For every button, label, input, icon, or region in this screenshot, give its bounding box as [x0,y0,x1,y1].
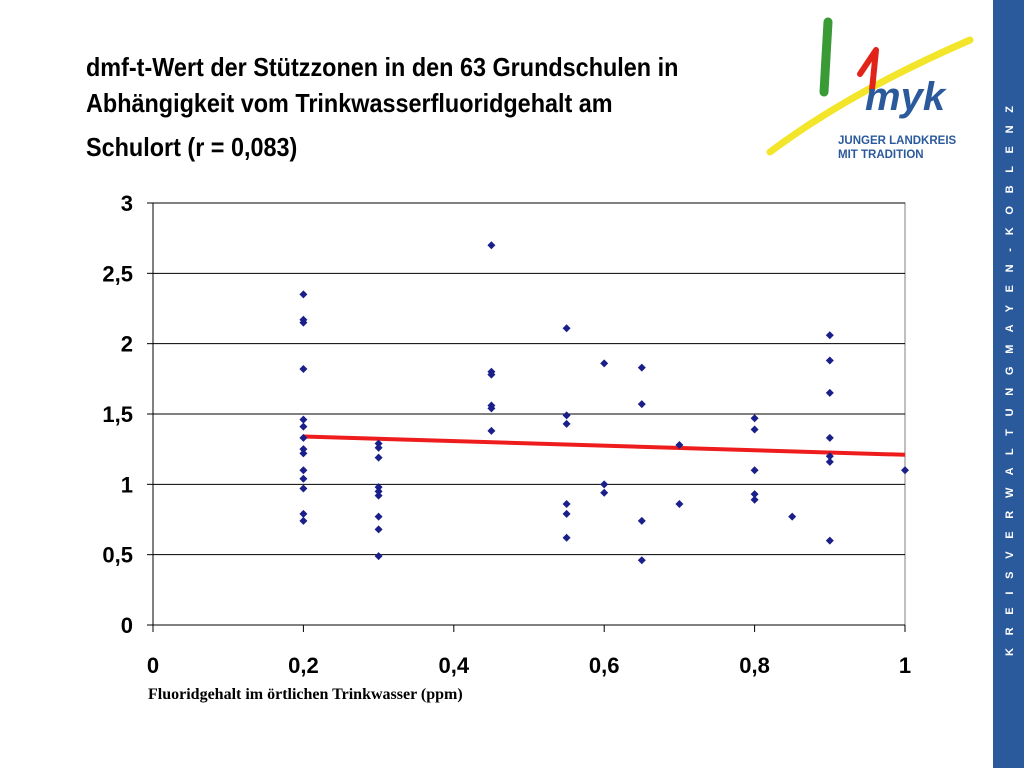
logo-mark: myk [865,75,947,119]
data-point [299,484,308,493]
data-point [600,480,609,489]
title-line-3: Schulort (r = 0,083) [86,132,298,162]
y-tick-label: 2,5 [102,261,133,286]
logo-slogan-1: JUNGER LANDKREIS [838,135,957,147]
x-tick-label: 1 [899,653,911,678]
data-point [637,556,646,565]
data-point [299,364,308,373]
data-point [374,525,383,534]
data-point [562,324,571,333]
data-point [675,500,684,509]
data-point [562,533,571,542]
data-point [299,318,308,327]
grid-lines [153,202,905,556]
data-point [637,516,646,525]
data-point [562,419,571,428]
data-point [825,452,834,461]
logo-slogan-2: MIT TRADITION [838,149,924,161]
data-point [374,552,383,561]
data-point [299,509,308,518]
data-point [299,415,308,424]
data-point [487,404,496,413]
data-point [825,388,834,397]
data-point [562,500,571,509]
y-tick-label: 0 [121,613,133,638]
x-tick-label: 0,6 [589,653,620,678]
myk-logo: myk JUNGER LANDKREIS MIT TRADITION [766,17,974,161]
data-point [750,490,759,499]
data-point [487,370,496,379]
data-point [675,440,684,449]
y-tick-label: 0,5 [102,543,133,568]
data-point [600,359,609,368]
data-point [487,241,496,250]
data-point [299,474,308,483]
data-point [299,466,308,475]
data-point [788,512,797,521]
data-point [299,290,308,299]
data-point [374,443,383,452]
data-point [374,491,383,500]
data-point [825,457,834,466]
data-point [750,414,759,423]
x-axis-label: Fluoridgehalt im örtlichen Trinkwasser (… [148,686,463,703]
data-point [750,495,759,504]
title-line-2: Abhängigkeit vom Trinkwasserfluoridgehal… [86,88,613,118]
data-point [374,483,383,492]
data-point [825,536,834,545]
data-point [637,363,646,372]
data-point [299,422,308,431]
data-points [299,241,909,565]
y-tick-label: 3 [121,191,133,216]
data-point [901,466,909,475]
x-tick-label: 0,2 [288,653,319,678]
data-point [750,466,759,475]
y-tick-label: 1,5 [102,402,133,427]
title-line-1: dmf-t-Wert der Stützzonen in den 63 Grun… [86,52,679,82]
data-point [299,516,308,525]
trend-line [303,434,906,457]
y-ticks: 0 0,5 1 1,5 2 2,5 3 [102,191,153,638]
data-point [299,449,308,458]
x-ticks: 0 0,2 0,4 0,6 0,8 1 [147,625,911,678]
data-point [374,453,383,462]
data-point [374,439,383,448]
x-tick-label: 0,4 [439,653,470,678]
data-point [562,411,571,420]
side-band [993,0,1024,768]
side-band-text: K R E I S V E R W A L T U N G M A Y E N … [1004,106,1016,656]
y-tick-label: 1 [121,472,133,497]
side-band-label: K R E I S V E R W A L T U N G M A Y E N … [1004,106,1016,656]
data-point [562,509,571,518]
x-tick-label: 0,8 [739,653,770,678]
data-point [637,400,646,409]
data-point [299,445,308,454]
data-point [374,512,383,521]
data-point [600,488,609,497]
data-point [825,331,834,340]
data-point [825,356,834,365]
y-tick-label: 2 [121,332,133,357]
data-point [750,425,759,434]
data-point [825,433,834,442]
x-tick-label: 0 [147,653,159,678]
data-point [374,487,383,496]
data-point [299,433,308,442]
data-point [487,426,496,435]
